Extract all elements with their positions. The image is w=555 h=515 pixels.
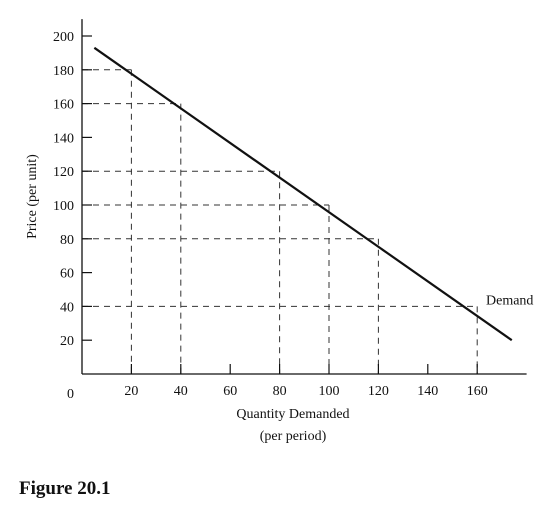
demand-chart: 20 40 60 80 100 120 140 160 180 200 20 40 60 80 100 120…: [25, 19, 533, 444]
y-tick-label: 140: [53, 131, 74, 146]
y-tick-label: 180: [53, 64, 74, 79]
x-axis-subtitle: (per period): [260, 429, 327, 444]
x-axis-title: Quantity Demanded: [236, 407, 349, 422]
axes: [81, 19, 527, 375]
x-tick-label: 140: [417, 384, 438, 399]
axis-ticks: 20 40 60 80 100 120 140 160 180 200 20 40 60 80 100 120…: [53, 30, 488, 399]
demand-series-label: Demand: [486, 293, 533, 308]
y-tick-label: 120: [53, 165, 74, 180]
y-tick-label: 160: [53, 98, 74, 113]
x-tick-label: 60: [223, 384, 237, 399]
x-tick-label: 40: [174, 384, 188, 399]
x-tick-label: 20: [124, 384, 138, 399]
y-tick-label: 60: [60, 267, 74, 282]
reference-guides: [82, 69, 478, 374]
x-tick-label: 120: [368, 384, 389, 399]
x-tick-label: 100: [319, 384, 340, 399]
demand-line: [93, 46, 513, 342]
series-group: Demand: [93, 46, 533, 342]
figure-caption: Figure 20.1: [19, 478, 111, 499]
x-tick-label: 80: [273, 384, 287, 399]
y-tick-label: 100: [53, 199, 74, 214]
y-tick-label: 40: [60, 300, 74, 315]
y-tick-label: 20: [60, 334, 74, 349]
y-axis-title: Price (per unit): [25, 154, 40, 239]
origin-label: 0: [67, 387, 74, 402]
y-tick-label: 200: [53, 30, 74, 45]
x-tick-label: 160: [467, 384, 488, 399]
y-tick-label: 80: [60, 233, 74, 248]
